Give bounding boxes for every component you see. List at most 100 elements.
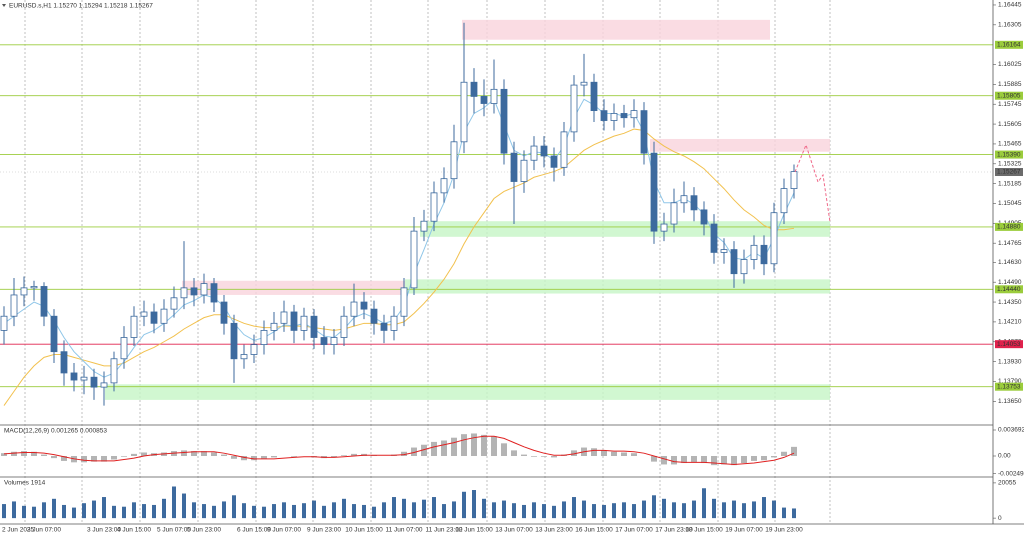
candle-body — [530, 145, 538, 161]
level-label: 1.13753 — [997, 383, 1021, 390]
volume-bar — [32, 506, 36, 519]
y-tick-label: 1.14765 — [998, 240, 1022, 247]
candle-body — [470, 81, 478, 97]
candle-body — [240, 354, 248, 360]
level-label-box — [995, 150, 1023, 159]
macd-bar — [601, 450, 607, 456]
x-tick-label: 5 Jun 23:00 — [187, 527, 221, 534]
macd-bar — [511, 450, 517, 456]
volume-bar — [372, 506, 376, 519]
volume-bar — [662, 498, 666, 519]
x-tick-label: 13 Jun 07:00 — [495, 527, 533, 534]
volume-bar — [682, 503, 686, 519]
macd-bar — [791, 446, 797, 456]
volume-bar — [92, 500, 96, 519]
candle-body — [780, 188, 788, 214]
macd-bar — [711, 456, 717, 466]
y-tick-label: 0.003692 — [998, 427, 1024, 434]
macd-bar — [41, 454, 47, 456]
y-tick-label: 1.15745 — [998, 101, 1022, 108]
volume-bar — [262, 506, 266, 519]
candle-body — [460, 81, 468, 143]
macd-bar — [341, 455, 347, 456]
macd-bar — [751, 456, 757, 461]
volume-bar — [42, 502, 46, 519]
level-label-box — [995, 285, 1023, 294]
grid — [24, 0, 831, 524]
x-tick-label: 2 Jun 2025 — [2, 527, 35, 534]
moving-average — [3, 128, 795, 406]
x-tick-label: 12 Jun 15:00 — [455, 527, 493, 534]
candle-body — [300, 315, 308, 331]
symbol-icon — [2, 4, 6, 7]
candle-body — [130, 315, 138, 338]
candle-body — [200, 283, 208, 296]
macd-bar — [461, 434, 467, 456]
y-tick-label: 1.14350 — [998, 299, 1022, 306]
candle-body — [190, 287, 198, 296]
panel-title: MACD(12,26,9) 0.001265 0.000853 — [4, 428, 107, 435]
macd-bar — [31, 451, 37, 456]
zone — [182, 280, 405, 295]
volume-bar — [322, 505, 326, 519]
panel-title: Volumes 1914 — [4, 480, 46, 487]
candle-body — [700, 209, 708, 225]
volume-bar — [712, 498, 716, 519]
volume-bar — [552, 505, 556, 519]
candle-body — [600, 110, 608, 121]
level-label-box — [995, 340, 1023, 349]
macd-bar — [271, 456, 277, 458]
macd-bar — [231, 456, 237, 459]
candle-body — [230, 322, 238, 360]
level-label-box — [995, 222, 1023, 231]
x-tick-label: 4 Jun 15:00 — [117, 527, 151, 534]
volume-bar — [622, 502, 626, 519]
x-tick-label: 3 Jun 07:00 — [27, 527, 61, 534]
level-label-box — [995, 91, 1023, 100]
candle-body — [750, 244, 758, 260]
y-tick-label: 1.15325 — [998, 161, 1022, 168]
chart-title: EURUSD.s,H1 1.15270 1.15294 1.15218 1.15… — [9, 3, 153, 10]
volume-bar — [222, 501, 226, 519]
x-tick-label: 3 Jun 23:00 — [87, 527, 121, 534]
volume-bar — [302, 503, 306, 519]
candle-body — [770, 212, 778, 265]
volume-bar — [402, 498, 406, 519]
volume-bar — [432, 497, 436, 519]
macd-bar — [491, 436, 497, 456]
macd-bar — [731, 456, 737, 466]
candle-body — [670, 202, 678, 225]
volume-bar — [472, 490, 476, 519]
candle-body — [320, 337, 328, 345]
macd-bar — [131, 453, 137, 456]
level-label-box — [995, 40, 1023, 49]
volume-bar — [82, 503, 86, 519]
volume-bar — [492, 502, 496, 519]
volume-bar — [102, 497, 106, 519]
macd-bar — [541, 456, 547, 457]
x-tick-label: 17 Jun 23:00 — [655, 527, 693, 534]
macd-bar — [181, 450, 187, 456]
candle-body — [260, 330, 268, 345]
candle-body — [140, 311, 148, 317]
macd-bar — [21, 451, 27, 456]
candle-body — [60, 351, 68, 374]
y-tick-label: 1.16445 — [998, 2, 1022, 9]
candle-body — [640, 110, 648, 154]
macd-bar — [681, 456, 687, 464]
y-tick-label: 1.15605 — [998, 121, 1022, 128]
candle-body — [480, 96, 488, 104]
candle-body — [610, 113, 618, 121]
candle-body — [430, 192, 438, 222]
candle-body — [380, 322, 388, 331]
candle-body — [10, 294, 18, 317]
x-tick-label: 10 Jun 15:00 — [345, 527, 383, 534]
candle-body — [410, 230, 418, 289]
volume-bar — [732, 500, 736, 519]
y-tick-label: 1.14630 — [998, 259, 1022, 266]
candle-body — [100, 382, 108, 388]
volume-bar — [132, 502, 136, 519]
candle-body — [280, 311, 288, 324]
macd-bar — [441, 440, 447, 456]
